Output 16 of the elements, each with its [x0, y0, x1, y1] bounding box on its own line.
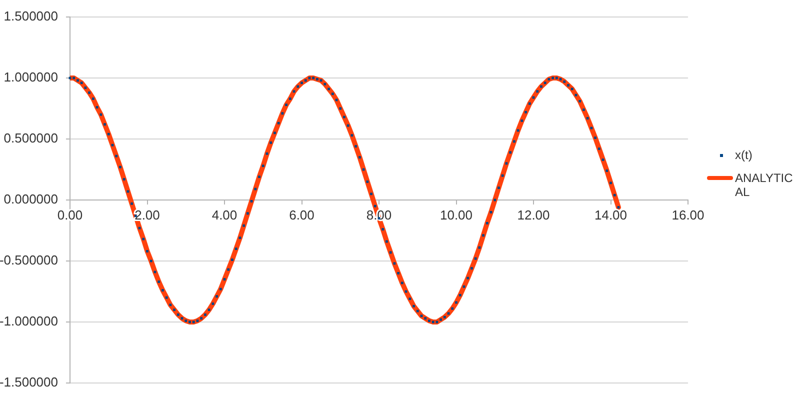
x-tick-label: 0.00: [57, 207, 83, 222]
y-tick-label: -1.500000: [0, 374, 58, 390]
y-tick-label: -0.500000: [0, 252, 58, 268]
y-tick-label: 1.500000: [4, 8, 58, 24]
y-tick-label: 0.000000: [4, 192, 58, 207]
y-tick-label: 1.000000: [4, 70, 58, 85]
x-tick-label: 14.00: [594, 207, 628, 222]
legend-label: ANALYTICAL: [735, 171, 794, 199]
x-tick-label: 12.00: [517, 207, 550, 222]
x-tick-label: 16.00: [672, 207, 704, 222]
x-tick-label: 10.00: [440, 207, 473, 222]
y-tick-label: -1.000000: [0, 314, 58, 329]
y-tick-label: 0.500000: [4, 130, 58, 146]
legend-label: x(t): [735, 148, 754, 162]
x-tick-label: 6.00: [289, 207, 314, 222]
x-tick-label: 4.00: [212, 207, 238, 222]
